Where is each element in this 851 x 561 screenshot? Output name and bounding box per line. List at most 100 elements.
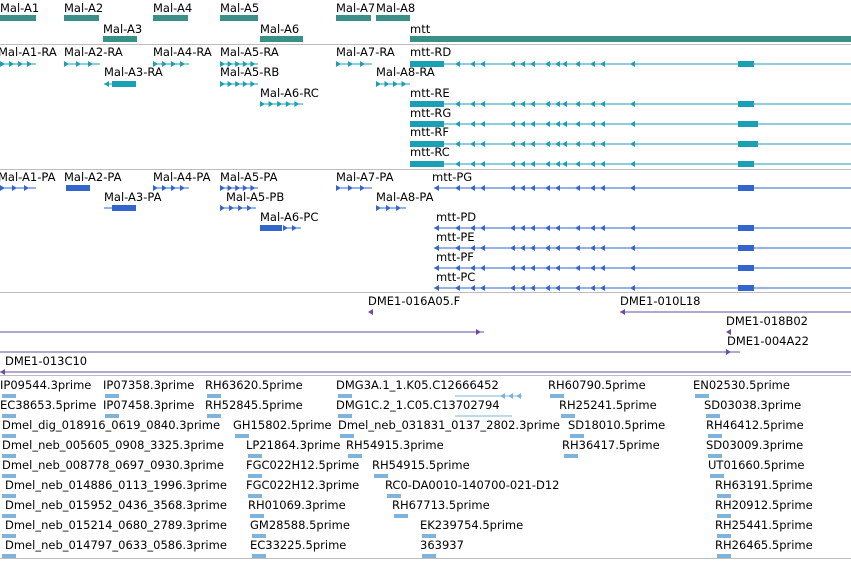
gene-glyph[interactable] xyxy=(260,36,303,42)
protein-label[interactable]: Mal-A8-PA xyxy=(376,190,434,204)
transcript-label[interactable]: mtt-RD xyxy=(410,45,452,59)
transcript-label[interactable]: mtt-RE xyxy=(410,86,450,100)
gene-label[interactable]: Mal-A8 xyxy=(376,1,416,15)
est-glyph[interactable] xyxy=(422,554,436,558)
est-glyph[interactable] xyxy=(348,454,362,458)
exon-block[interactable] xyxy=(738,61,754,67)
est-label[interactable]: Dmel_neb_014886_0113_1996.3prime xyxy=(5,478,227,492)
clone-label[interactable]: DME1-004A22 xyxy=(727,334,809,348)
gene-label[interactable]: Mal-A2 xyxy=(64,1,104,15)
transcript-label[interactable]: Mal-A3-RA xyxy=(104,65,163,79)
est-glyph[interactable] xyxy=(248,494,262,498)
exon-block[interactable] xyxy=(738,285,754,291)
protein-label[interactable]: Mal-A7-PA xyxy=(336,170,394,184)
est-glyph[interactable] xyxy=(2,474,16,478)
est-glyph[interactable] xyxy=(2,514,16,518)
exon-block[interactable] xyxy=(112,81,136,87)
est-label[interactable]: RH67713.5prime xyxy=(392,498,490,512)
est-label[interactable]: RH54915.3prime xyxy=(346,438,444,452)
est-label[interactable]: EN02530.5prime xyxy=(693,378,790,392)
transcript-label[interactable]: mtt-RF xyxy=(410,125,449,139)
est-glyph[interactable] xyxy=(207,414,221,418)
est-glyph[interactable] xyxy=(550,394,564,398)
est-glyph[interactable] xyxy=(422,534,436,538)
est-glyph[interactable] xyxy=(710,474,724,478)
est-label[interactable]: SD03038.3prime xyxy=(704,398,802,412)
exon-block[interactable] xyxy=(738,265,754,271)
est-glyph[interactable] xyxy=(2,554,16,558)
est-glyph[interactable] xyxy=(2,494,16,498)
gene-glyph[interactable] xyxy=(220,15,258,21)
est-label[interactable]: Dmel_neb_014797_0633_0586.3prime xyxy=(5,538,227,552)
est-label[interactable]: IP07358.3prime xyxy=(103,378,195,392)
gene-glyph[interactable] xyxy=(153,15,188,21)
exon-block[interactable] xyxy=(738,225,754,231)
clone-label[interactable]: DME1-013C10 xyxy=(5,354,88,368)
est-label[interactable]: EK239754.5prime xyxy=(420,518,524,532)
transcript-label[interactable]: mtt-RG xyxy=(410,106,452,120)
est-label[interactable]: DMG3A.1_1.K05.C12666452 xyxy=(336,378,499,392)
est-label[interactable]: RH26465.5prime xyxy=(715,538,813,552)
est-label[interactable]: RH54915.5prime xyxy=(372,458,470,472)
est-label[interactable]: IP07458.3prime xyxy=(103,398,195,412)
est-label[interactable]: DMG1C.2_1.C05.C13702794 xyxy=(336,398,500,412)
exon-block[interactable] xyxy=(260,225,282,231)
exon-block[interactable] xyxy=(738,245,754,251)
est-glyph[interactable] xyxy=(387,494,401,498)
est-glyph[interactable] xyxy=(248,474,262,478)
exon-block[interactable] xyxy=(410,61,444,67)
clone-label[interactable]: DME1-016A05.F xyxy=(368,294,461,308)
gene-label[interactable]: Mal-A5 xyxy=(220,1,260,15)
gene-glyph[interactable] xyxy=(336,15,371,21)
protein-label[interactable]: Mal-A5-PB xyxy=(226,190,285,204)
est-glyph[interactable] xyxy=(338,414,352,418)
gene-glyph[interactable] xyxy=(103,36,137,42)
est-label[interactable]: RH25241.5prime xyxy=(559,398,657,412)
transcript-label[interactable]: mtt-RC xyxy=(410,145,450,159)
protein-label[interactable]: Mal-A4-PA xyxy=(153,170,211,184)
est-label[interactable]: GH15802.5prime xyxy=(233,418,332,432)
exon-block[interactable] xyxy=(738,101,754,107)
protein-label[interactable]: mtt-PE xyxy=(436,230,475,244)
est-label[interactable]: RH20912.5prime xyxy=(715,498,813,512)
transcript-label[interactable]: Mal-A1-RA xyxy=(0,45,57,59)
exon-block[interactable] xyxy=(410,161,444,167)
est-glyph[interactable] xyxy=(2,394,16,398)
gene-glyph[interactable] xyxy=(410,36,851,42)
est-glyph[interactable] xyxy=(340,434,354,438)
est-glyph[interactable] xyxy=(250,514,264,518)
gene-label[interactable]: mtt xyxy=(410,22,431,36)
exon-block[interactable] xyxy=(66,185,90,191)
est-label[interactable]: Dmel_neb_008778_0697_0930.3prime xyxy=(2,458,224,472)
clone-label[interactable]: DME1-010L18 xyxy=(620,294,701,308)
transcript-label[interactable]: Mal-A7-RA xyxy=(336,45,395,59)
est-label[interactable]: RH36417.5prime xyxy=(562,438,660,452)
est-label[interactable]: Dmel_neb_015952_0436_3568.3prime xyxy=(5,498,227,512)
est-label[interactable]: RH46412.5prime xyxy=(706,418,804,432)
exon-block[interactable] xyxy=(410,101,444,107)
est-glyph[interactable] xyxy=(564,454,578,458)
est-glyph[interactable] xyxy=(708,434,722,438)
gene-label[interactable]: Mal-A4 xyxy=(153,1,193,15)
exon-block[interactable] xyxy=(410,141,444,147)
exon-block[interactable] xyxy=(410,121,444,127)
est-label[interactable]: LP21864.3prime xyxy=(246,438,341,452)
protein-label[interactable]: Mal-A1-PA xyxy=(0,170,56,184)
est-glyph[interactable] xyxy=(235,434,249,438)
exon-block[interactable] xyxy=(738,161,754,167)
transcript-label[interactable]: Mal-A2-RA xyxy=(64,45,123,59)
est-glyph[interactable] xyxy=(394,514,408,518)
gene-label[interactable]: Mal-A7 xyxy=(336,1,376,15)
gene-label[interactable]: Mal-A3 xyxy=(103,22,143,36)
est-label[interactable]: EC38653.5prime xyxy=(0,398,97,412)
est-label[interactable]: RH63620.5prime xyxy=(205,378,303,392)
est-glyph[interactable] xyxy=(248,454,262,458)
est-glyph[interactable] xyxy=(374,474,388,478)
protein-label[interactable]: Mal-A2-PA xyxy=(64,170,122,184)
gene-glyph[interactable] xyxy=(0,15,36,21)
protein-label[interactable]: Mal-A6-PC xyxy=(260,210,319,224)
est-label[interactable]: UT01660.5prime xyxy=(708,458,805,472)
est-label[interactable]: EC33225.5prime xyxy=(250,538,347,552)
est-label[interactable]: FGC022H12.3prime xyxy=(246,478,360,492)
protein-label[interactable]: Mal-A3-PA xyxy=(104,190,162,204)
